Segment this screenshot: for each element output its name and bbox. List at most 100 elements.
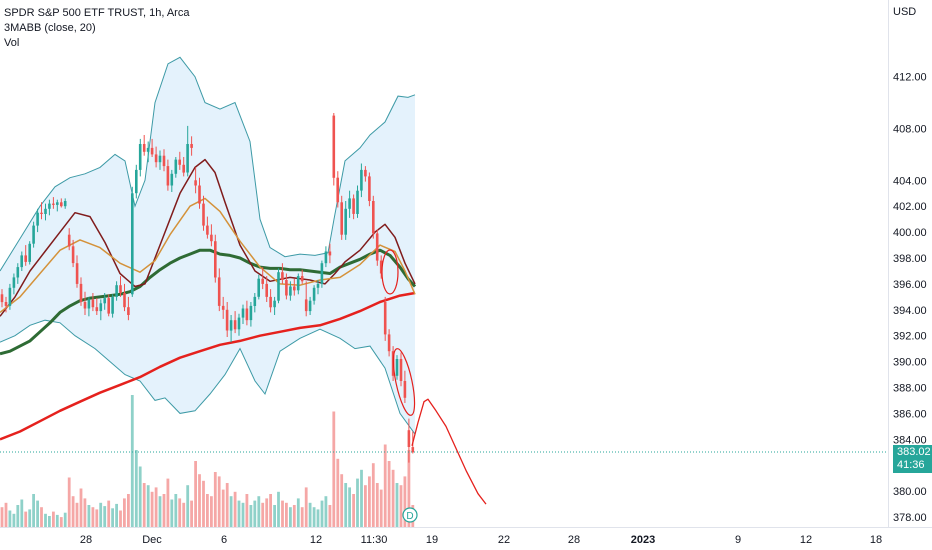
candle-body <box>127 307 130 315</box>
x-axis-tick-label: 19 <box>426 534 438 546</box>
dividend-marker-label: D <box>406 511 413 522</box>
candle-body <box>225 309 229 331</box>
candle <box>123 283 126 312</box>
volume-bar <box>237 500 241 527</box>
candle <box>67 228 71 251</box>
volume-bar <box>170 499 174 527</box>
candle <box>111 294 114 318</box>
candle <box>127 296 130 321</box>
candle <box>206 216 209 239</box>
volume-bar <box>67 477 71 527</box>
candle-body <box>170 173 174 186</box>
y-axis-tick-label: 404.00 <box>893 175 927 187</box>
indicator-legend[interactable]: 3MABB (close, 20) <box>4 22 96 34</box>
candle-body <box>12 277 16 288</box>
volume-bar <box>348 487 351 527</box>
volume-legend[interactable]: Vol <box>4 37 20 49</box>
candle-body <box>16 267 20 278</box>
volume-bar <box>154 487 158 527</box>
candle <box>269 289 272 313</box>
candle-body <box>99 303 103 312</box>
candle <box>316 280 320 295</box>
y-axis-tick-label: 380.00 <box>893 486 927 498</box>
volume-bar <box>142 483 146 527</box>
candle-body <box>91 299 95 308</box>
candle-body <box>71 246 75 264</box>
candle-body <box>328 251 332 256</box>
candle <box>170 169 174 192</box>
candle <box>344 201 347 240</box>
candle-body <box>166 166 170 186</box>
candle-body <box>324 251 328 264</box>
candle <box>214 234 217 283</box>
candle <box>44 203 47 221</box>
candle <box>403 370 407 403</box>
candle <box>289 281 292 301</box>
candle-body <box>352 198 355 214</box>
candle <box>95 298 99 315</box>
candle <box>36 208 39 233</box>
projection-drawing <box>411 398 487 505</box>
symbol-title[interactable]: SPDR S&P 500 ETF TRUST, 1h, Arca <box>4 7 190 19</box>
candle <box>332 113 336 186</box>
volume-bar <box>174 494 178 527</box>
candle <box>273 296 276 315</box>
volume-bar <box>0 507 4 527</box>
volume-bar <box>63 512 67 527</box>
candle-body <box>67 234 71 247</box>
volume-bar <box>375 483 379 527</box>
y-axis-tick-label: 400.00 <box>893 227 927 239</box>
candle-body <box>182 164 185 173</box>
candle-body <box>336 177 339 203</box>
candle-body <box>119 285 122 293</box>
candle <box>79 277 83 306</box>
volume-bar <box>312 507 316 527</box>
candle <box>146 141 150 163</box>
volume-bar <box>52 511 55 527</box>
candle <box>395 355 399 380</box>
candle <box>383 296 387 341</box>
candle-body <box>249 305 253 321</box>
candle-body <box>178 159 181 165</box>
dividend-marker[interactable]: D <box>402 507 418 523</box>
candle <box>150 138 154 157</box>
x-axis-tick-label: 12 <box>310 534 322 546</box>
candle <box>237 313 241 336</box>
volume-bar <box>79 488 83 527</box>
candle <box>241 304 245 324</box>
volume-bar <box>379 489 383 527</box>
volume-bar <box>130 395 134 527</box>
candle-body <box>142 144 146 152</box>
volume-bar <box>320 500 324 527</box>
volume-bar <box>150 491 154 527</box>
volume-bar <box>194 461 197 527</box>
candle-body <box>265 283 268 297</box>
y-axis-tick-label: 386.00 <box>893 408 927 420</box>
candle-body <box>257 278 260 297</box>
volume-bar <box>182 502 186 527</box>
candle <box>107 294 110 317</box>
candle <box>257 274 260 300</box>
candle-body <box>387 334 391 352</box>
volume-bar <box>24 511 28 527</box>
candle-body <box>194 180 197 186</box>
bollinger-lower-band <box>0 319 416 435</box>
candle-body <box>146 147 150 152</box>
volume-bar <box>233 491 237 527</box>
highlight-ellipse-upper <box>381 249 399 295</box>
volume-bar <box>249 505 253 527</box>
volume-bar <box>44 513 47 527</box>
ma-red-line <box>0 291 416 441</box>
volume-bar <box>241 502 245 527</box>
candle <box>407 418 411 463</box>
candle-body <box>210 234 213 242</box>
candle-body <box>304 299 308 312</box>
candle <box>135 164 138 199</box>
candle-body <box>8 287 12 306</box>
candle-body <box>202 203 205 226</box>
volume-bar <box>277 491 280 527</box>
candle <box>115 281 118 301</box>
ma-darkred-line <box>0 158 416 317</box>
candle <box>24 245 27 266</box>
